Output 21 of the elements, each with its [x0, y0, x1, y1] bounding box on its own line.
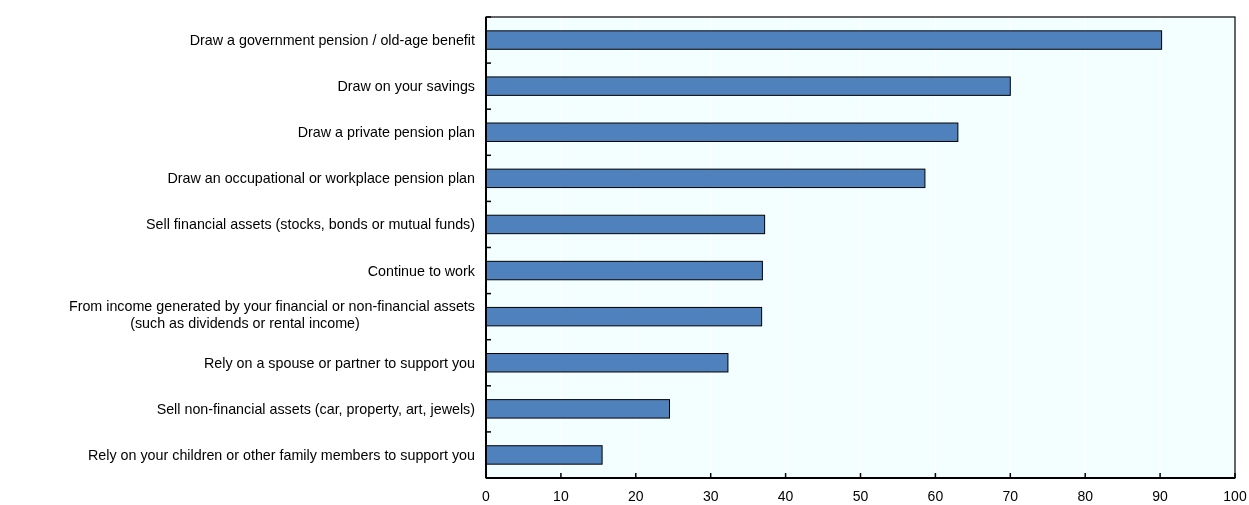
y-tick-label: Sell non-financial assets (car, property, art, jewels) — [156, 400, 475, 417]
x-tick-label: 30 — [702, 488, 719, 504]
x-tick-label: 10 — [553, 488, 569, 504]
y-tick-label: From income generated by your financial or non-financial assets (such as dividends or rental income) — [68, 298, 475, 332]
y-tick-label: Draw on your savings — [337, 78, 475, 95]
x-tick-label: 40 — [777, 488, 794, 504]
x-tick-label: 20 — [628, 488, 644, 504]
x-tick-label: 100 — [1223, 488, 1247, 504]
x-tick-label: 0 — [482, 488, 491, 504]
x-tick-label: 70 — [1002, 488, 1019, 504]
x-tick-label: 60 — [927, 488, 944, 504]
y-tick-label: Draw a private pension plan — [297, 124, 476, 141]
x-tick-label: 50 — [852, 488, 869, 504]
y-tick-label: Draw an occupational or workplace pension plan — [167, 170, 476, 187]
y-tick-label: Sell financial assets (stocks, bonds or mutual funds) — [146, 216, 475, 233]
y-tick-label: Continue to work — [367, 262, 476, 279]
y-tick-label: Rely on your children or other family members to support you — [88, 446, 475, 463]
y-tick-label: Draw a government pension / old-age benefit — [189, 32, 476, 49]
x-tick-label: 80 — [1077, 488, 1094, 504]
y-tick-label: Rely on a spouse or partner to support you — [203, 354, 475, 371]
x-tick-label: 90 — [1152, 488, 1169, 504]
